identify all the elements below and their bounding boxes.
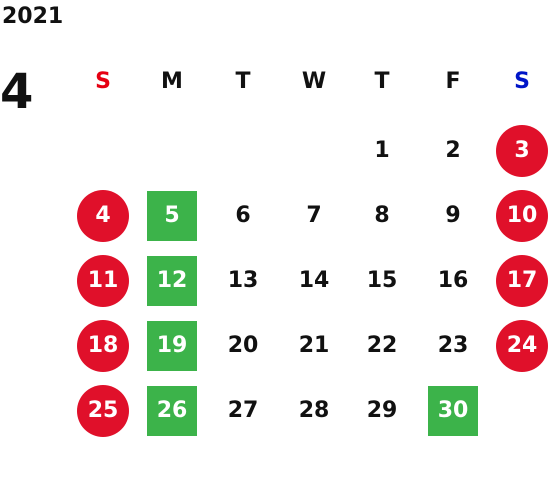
day-cell-21[interactable]: 21 — [298, 333, 330, 358]
calendar-year: 2021 — [2, 4, 64, 29]
day-cell-holiday-24[interactable]: 24 — [496, 320, 548, 372]
weekday-label-mon: M — [161, 69, 183, 94]
day-cell-20[interactable]: 20 — [227, 333, 259, 358]
day-cell-marked-12[interactable]: 12 — [147, 256, 197, 306]
day-cell-8[interactable]: 8 — [374, 203, 390, 228]
day-cell-27[interactable]: 27 — [227, 398, 259, 423]
day-cell-marked-26[interactable]: 26 — [147, 386, 197, 436]
weekday-label-sat: S — [514, 69, 530, 94]
calendar-month: 4 — [0, 64, 34, 120]
day-cell-9[interactable]: 9 — [445, 203, 461, 228]
day-cell-marked-19[interactable]: 19 — [147, 321, 197, 371]
weekday-label-tue: T — [235, 69, 251, 94]
day-cell-13[interactable]: 13 — [227, 268, 259, 293]
day-cell-14[interactable]: 14 — [298, 268, 330, 293]
day-cell-2[interactable]: 2 — [445, 138, 461, 163]
day-cell-holiday-17[interactable]: 17 — [496, 255, 548, 307]
weekday-label-thu: T — [374, 69, 390, 94]
day-cell-6[interactable]: 6 — [235, 203, 251, 228]
day-cell-marked-30[interactable]: 30 — [428, 386, 478, 436]
weekday-label-fri: F — [445, 69, 461, 94]
day-cell-holiday-4[interactable]: 4 — [77, 190, 129, 242]
day-cell-7[interactable]: 7 — [306, 203, 322, 228]
day-cell-holiday-10[interactable]: 10 — [496, 190, 548, 242]
day-cell-holiday-25[interactable]: 25 — [77, 385, 129, 437]
day-cell-29[interactable]: 29 — [366, 398, 398, 423]
weekday-label-wed: W — [301, 69, 327, 94]
day-cell-28[interactable]: 28 — [298, 398, 330, 423]
day-cell-1[interactable]: 1 — [374, 138, 390, 163]
weekday-label-sun: S — [95, 69, 111, 94]
day-cell-16[interactable]: 16 — [437, 268, 469, 293]
day-cell-holiday-3[interactable]: 3 — [496, 125, 548, 177]
day-cell-marked-5[interactable]: 5 — [147, 191, 197, 241]
day-cell-23[interactable]: 23 — [437, 333, 469, 358]
day-cell-22[interactable]: 22 — [366, 333, 398, 358]
day-cell-15[interactable]: 15 — [366, 268, 398, 293]
day-cell-holiday-18[interactable]: 18 — [77, 320, 129, 372]
day-cell-holiday-11[interactable]: 11 — [77, 255, 129, 307]
